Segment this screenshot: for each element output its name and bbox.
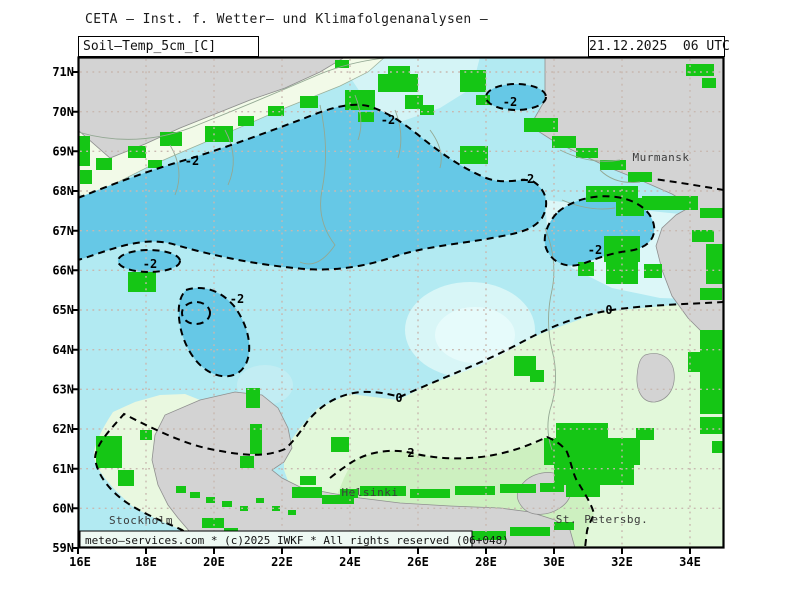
lat-label-61n: 61N — [52, 462, 74, 476]
lat-label-63n: 63N — [52, 383, 74, 397]
lat-label-59n: 59N — [52, 541, 74, 555]
product-label: Soil–Temp_5cm_[C] — [78, 36, 259, 57]
lon-label-28e: 28E — [475, 555, 497, 569]
attribution-box — [79, 530, 473, 547]
city-label-murmansk: Murmansk — [633, 151, 690, 164]
lat-label-71n: 71N — [52, 65, 74, 79]
lon-label-18e: 18E — [135, 555, 157, 569]
city-label-st-petersburg: St. Petersbg. — [556, 513, 649, 526]
lat-label-66n: 66N — [52, 264, 74, 278]
lat-label-67n: 67N — [52, 224, 74, 238]
contour-label-minus2: -2 — [503, 95, 517, 109]
contour-label-minus2: -2 — [143, 257, 157, 271]
lat-label-70n: 70N — [52, 105, 74, 119]
contour-label-zero: 0 — [395, 391, 402, 405]
lon-label-34e: 34E — [679, 555, 701, 569]
lat-label-65n: 65N — [52, 303, 74, 317]
lon-label-30e: 30E — [543, 555, 565, 569]
lon-label-22e: 22E — [271, 555, 293, 569]
attribution-text: meteo–services.com * (c)2025 IWKF * All … — [85, 534, 509, 547]
lon-label-24e: 24E — [339, 555, 361, 569]
contour-label-minus2: -2 — [381, 113, 395, 127]
lat-ticks — [72, 71, 78, 549]
contour-label-zero: 0 — [605, 303, 612, 317]
lon-label-26e: 26E — [407, 555, 429, 569]
contour-label-minus2: -2 — [230, 292, 244, 306]
lon-label-16e: 16E — [69, 555, 91, 569]
map-layers: -2 -2 -2 -2 -2 -2 -2 0 0 2 Murmansk Stoc… — [79, 58, 723, 547]
contour-label-plus2: 2 — [407, 446, 414, 460]
lat-label-69n: 69N — [52, 145, 74, 159]
city-label-stockholm: Stockholm — [109, 514, 173, 527]
lat-label-68n: 68N — [52, 184, 74, 198]
datetime-label: 21.12.2025 06 UTC — [588, 36, 730, 57]
lat-label-62n: 62N — [52, 422, 74, 436]
graticule — [80, 59, 722, 546]
city-label-helsinki: Helsinki — [342, 486, 399, 499]
page-title: CETA – Inst. f. Wetter– und Klimafolgena… — [85, 12, 489, 27]
lon-label-32e: 32E — [611, 555, 633, 569]
map-frame — [77, 56, 725, 549]
contour-label-minus2: -2 — [185, 154, 199, 168]
lon-ticks — [77, 548, 691, 554]
lat-label-60n: 60N — [52, 502, 74, 516]
contour-label-minus2: -2 — [520, 172, 534, 186]
contour-layer — [79, 83, 723, 547]
no-data-northwest — [79, 58, 345, 159]
lat-label-64n: 64N — [52, 343, 74, 357]
contour-label-minus2: -2 — [588, 243, 602, 257]
lon-label-20e: 20E — [203, 555, 225, 569]
